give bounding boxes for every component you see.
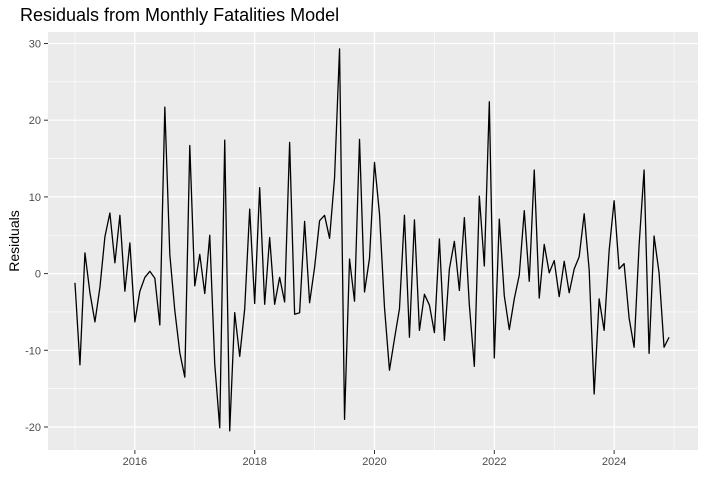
plot-panel <box>48 32 698 450</box>
x-tick-label: 2022 <box>482 456 506 468</box>
x-tick-label: 2016 <box>123 456 147 468</box>
chart-title: Residuals from Monthly Fatalities Model <box>20 5 339 25</box>
residuals-line <box>74 48 670 432</box>
y-tick-label: 20 <box>29 115 41 127</box>
y-tick-label: -20 <box>25 422 41 434</box>
y-axis-label: Residuals <box>6 210 22 271</box>
x-tick-label: 2018 <box>242 456 266 468</box>
y-tick-label: 0 <box>35 269 41 281</box>
y-tick-label: 10 <box>29 192 41 204</box>
major-gridlines <box>48 32 698 450</box>
x-tick-label: 2020 <box>362 456 386 468</box>
minor-gridlines <box>48 32 698 450</box>
x-tick-label: 2024 <box>602 456 626 468</box>
x-axis-ticks: 2016 2018 2020 2022 2024 <box>123 450 626 468</box>
y-axis-ticks: -20 -10 0 10 20 30 <box>25 39 48 434</box>
y-tick-label: -10 <box>25 345 41 357</box>
y-tick-label: 30 <box>29 39 41 51</box>
